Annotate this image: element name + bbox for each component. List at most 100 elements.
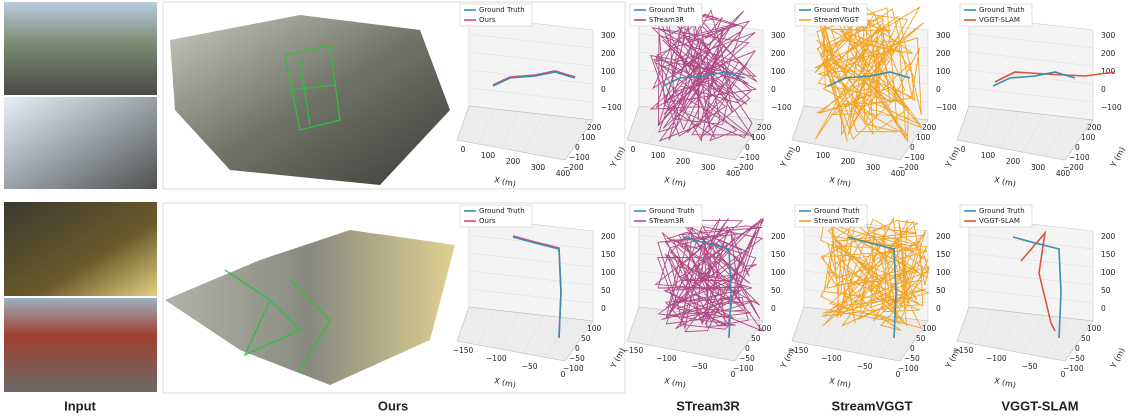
trajectory-plot: 200150100500−150−100−500100500−50−100X (… — [623, 205, 797, 390]
z-tick-label: 150 — [936, 250, 951, 259]
y-tick-label: 100 — [922, 324, 937, 333]
x-axis-label: X (m) — [828, 376, 851, 389]
column-label: Ours — [378, 398, 408, 413]
x-tick-label: 200 — [841, 157, 856, 166]
input-photo — [4, 298, 157, 392]
legend-label: Ours — [479, 16, 496, 24]
z-tick-label: 200 — [601, 49, 616, 58]
z-tick-label: 200 — [771, 232, 786, 241]
z-tick-label: 300 — [1101, 31, 1116, 40]
z-tick-label: 50 — [601, 286, 611, 295]
legend-label: StreamVGGT — [814, 217, 860, 225]
x-tick-label: 300 — [1031, 163, 1046, 172]
y-axis-label: Y (m) — [1109, 346, 1127, 370]
axis-pane — [969, 217, 1093, 321]
y-axis-label: Y (m) — [609, 145, 627, 169]
column-label: VGGT-SLAM — [1001, 398, 1078, 413]
z-tick-label: 200 — [1101, 232, 1116, 241]
z-tick-label: 0 — [771, 85, 776, 94]
y-tick-label: −100 — [733, 364, 754, 373]
y-tick-label: −50 — [1069, 354, 1085, 363]
y-tick-label: 0 — [910, 143, 915, 152]
y-tick-label: 200 — [922, 123, 937, 132]
axis-pane — [969, 16, 1093, 120]
y-axis-label: Y (m) — [1109, 145, 1127, 169]
z-tick-label: 50 — [1101, 286, 1111, 295]
column-label: STream3R — [676, 398, 740, 413]
x-axis-label: X (m) — [663, 175, 686, 188]
z-tick-label: 100 — [936, 268, 951, 277]
legend-label: Ours — [479, 217, 496, 225]
y-tick-label: 0 — [575, 143, 580, 152]
x-tick-label: 0 — [796, 145, 801, 154]
reconstruction — [170, 15, 450, 185]
x-tick-label: −50 — [692, 362, 708, 371]
reconstruction — [165, 230, 455, 385]
x-axis-label: X (m) — [493, 175, 516, 188]
x-tick-label: 100 — [816, 151, 831, 160]
y-tick-label: −100 — [904, 153, 925, 162]
y-tick-label: −200 — [733, 163, 754, 172]
legend-label: VGGT-SLAM — [979, 217, 1020, 225]
x-tick-label: −100 — [821, 354, 842, 363]
x-axis-label: X (m) — [993, 175, 1016, 188]
y-tick-label: 200 — [587, 123, 602, 132]
x-tick-label: −150 — [453, 346, 474, 355]
z-tick-label: 50 — [771, 286, 781, 295]
legend-label: Ground Truth — [649, 6, 695, 14]
x-tick-label: 0 — [461, 145, 466, 154]
trajectory-plot: 3002001000−10001002003004002001000−100−2… — [792, 4, 962, 189]
z-tick-label: 100 — [601, 67, 616, 76]
y-axis-label: Y (m) — [944, 145, 962, 169]
z-tick-label: 0 — [936, 304, 941, 313]
axis-pane — [469, 217, 593, 321]
z-tick-label: −100 — [601, 103, 622, 112]
y-tick-label: 0 — [745, 344, 750, 353]
y-tick-label: 200 — [757, 123, 772, 132]
legend-label: StreamVGGT — [814, 16, 860, 24]
x-tick-label: 0 — [631, 145, 636, 154]
y-tick-label: −200 — [898, 163, 919, 172]
y-tick-label: 100 — [587, 324, 602, 333]
x-axis-label: X (m) — [828, 175, 851, 188]
x-tick-label: 0 — [961, 145, 966, 154]
legend-label: STream3R — [649, 217, 684, 225]
x-tick-label: 300 — [531, 163, 546, 172]
x-tick-label: 100 — [981, 151, 996, 160]
y-tick-label: −50 — [569, 354, 585, 363]
trajectory-plot: 200150100500−150−100−500100500−50−100X (… — [788, 205, 962, 390]
x-tick-label: 300 — [866, 163, 881, 172]
x-tick-label: −150 — [953, 346, 974, 355]
z-tick-label: 100 — [771, 268, 786, 277]
y-tick-label: 200 — [1087, 123, 1102, 132]
y-tick-label: −100 — [563, 364, 584, 373]
z-tick-label: 0 — [1101, 85, 1106, 94]
z-tick-label: 150 — [1101, 250, 1116, 259]
y-tick-label: 50 — [581, 334, 591, 343]
legend-label: STream3R — [649, 16, 684, 24]
x-tick-label: 200 — [676, 157, 691, 166]
x-tick-label: −50 — [522, 362, 538, 371]
trajectory-plot: 3002001000−10001002003004002001000−100−2… — [627, 4, 797, 189]
z-tick-label: 100 — [771, 67, 786, 76]
x-tick-label: −50 — [857, 362, 873, 371]
y-tick-label: 100 — [916, 133, 931, 142]
y-tick-label: 100 — [1081, 133, 1096, 142]
input-photo — [4, 202, 157, 296]
trajectory-plot: 3002001000−10001002003004002001000−100−2… — [457, 4, 627, 189]
y-tick-label: 100 — [1087, 324, 1102, 333]
column-label: StreamVGGT — [832, 398, 913, 413]
y-tick-label: −100 — [739, 153, 760, 162]
y-tick-label: −100 — [898, 364, 919, 373]
z-tick-label: 0 — [936, 85, 941, 94]
y-tick-label: 0 — [745, 143, 750, 152]
y-tick-label: 0 — [575, 344, 580, 353]
x-axis-label: X (m) — [663, 376, 686, 389]
input-photo — [4, 97, 157, 189]
x-tick-label: −150 — [623, 346, 644, 355]
x-tick-label: 200 — [1006, 157, 1021, 166]
y-tick-label: −200 — [563, 163, 584, 172]
x-tick-label: −100 — [486, 354, 507, 363]
